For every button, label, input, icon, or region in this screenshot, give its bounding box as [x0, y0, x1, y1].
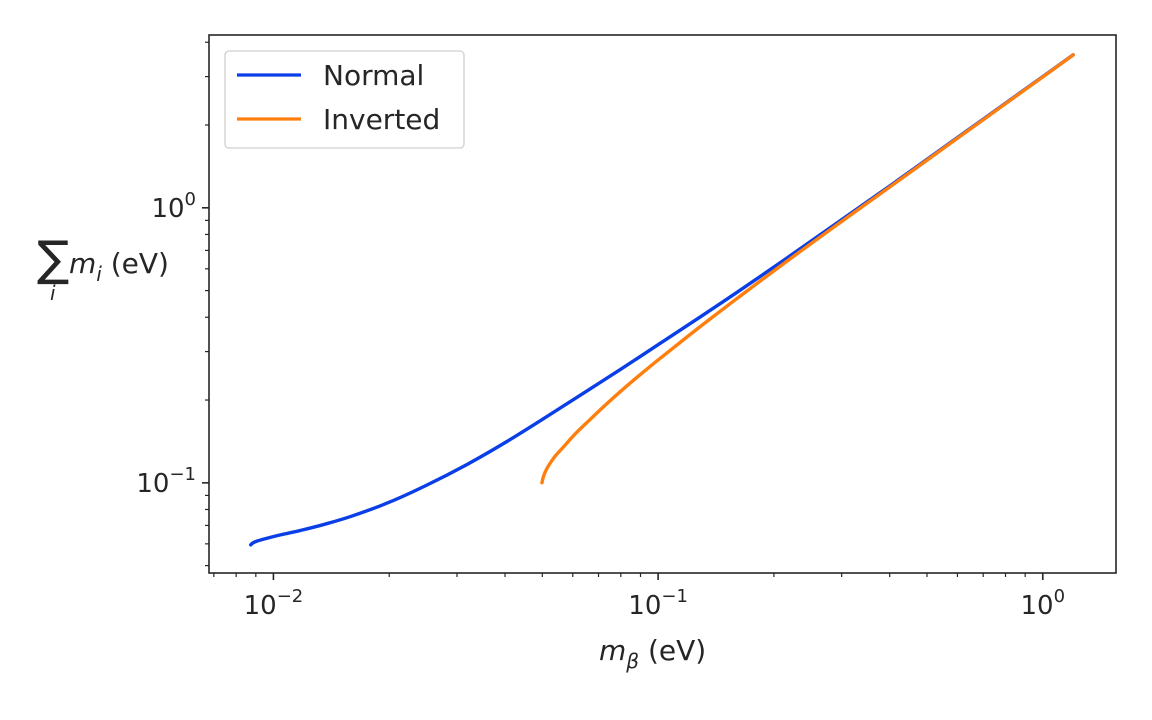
- series-layer: [249, 53, 1075, 547]
- x-tick-label: 10−1: [628, 586, 688, 621]
- major-ticks: [202, 207, 1044, 580]
- y-axis-label-text: mi (eV): [69, 247, 169, 286]
- y-axis-label: ∑ i mi (eV): [37, 231, 169, 305]
- y-tick-label: 100: [151, 189, 196, 224]
- x-axis-label-text: mβ (eV): [599, 634, 706, 673]
- legend-label-inverted: Inverted: [323, 103, 440, 136]
- y-axis-label-index: i: [50, 281, 56, 305]
- plot-frame: [208, 34, 1117, 574]
- y-tick-labels: 10−1 100: [136, 189, 196, 499]
- series-line-inverted: [540, 53, 1075, 485]
- y-axis-label-sum: ∑: [37, 231, 69, 287]
- x-tick-label: 100: [1021, 586, 1066, 621]
- x-tick-labels: 10−2 10−1 100: [244, 586, 1065, 621]
- x-axis-label: mβ (eV): [599, 634, 706, 673]
- legend: Normal Inverted: [224, 50, 465, 149]
- legend-label-normal: Normal: [323, 59, 424, 92]
- y-tick-label: 10−1: [136, 464, 196, 499]
- x-tick-label: 10−2: [244, 586, 304, 621]
